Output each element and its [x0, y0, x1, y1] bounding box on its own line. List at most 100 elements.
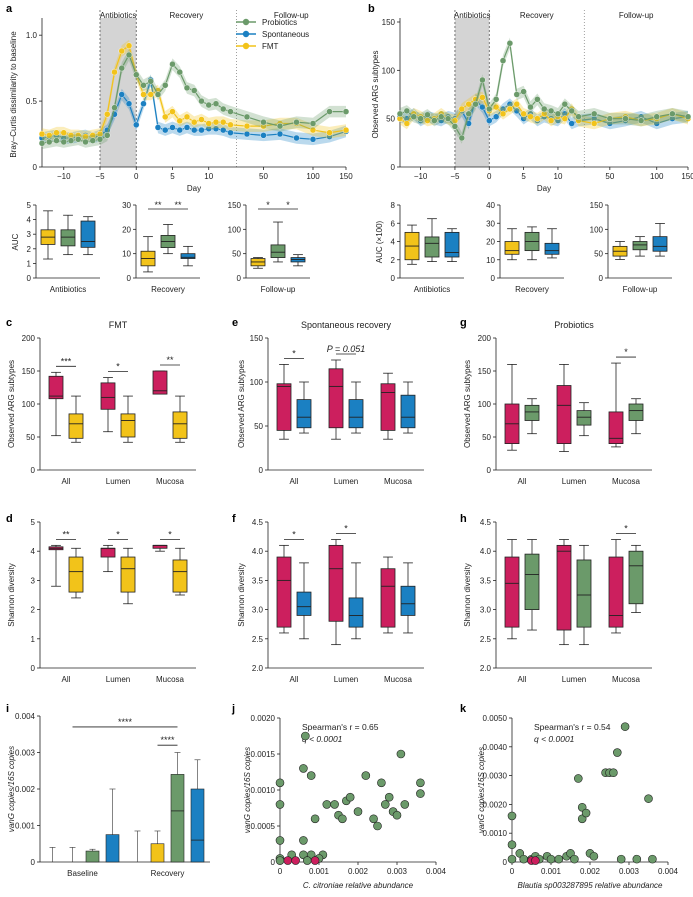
- point-probiotics: [275, 856, 285, 865]
- point-spontaneous: [198, 126, 205, 134]
- point-probiotics: [554, 110, 562, 118]
- point-probiotics: [198, 97, 205, 105]
- x-axis-title: Day: [187, 184, 201, 193]
- point-spontaneous: [227, 129, 234, 136]
- category-label: All: [518, 675, 527, 684]
- point-probiotics: [46, 138, 53, 146]
- x-tick-label: 0: [510, 867, 515, 876]
- point-probiotics: [507, 840, 517, 850]
- point-spontaneous: [260, 132, 267, 139]
- point-spontaneous: [243, 130, 251, 138]
- point-probiotics: [104, 132, 111, 139]
- y-tick-label: 50: [594, 250, 603, 259]
- x-tick-label: 0.004: [658, 867, 679, 876]
- y-axis-title: vanG copies/16S copies: [7, 746, 16, 832]
- x-tick-label: 0.003: [619, 867, 640, 876]
- y-tick-label: 0: [31, 664, 36, 673]
- y-tick-label: 4.5: [480, 518, 492, 527]
- point-probiotics: [581, 808, 591, 818]
- legend: Probiotics Spontaneous FMT: [236, 18, 309, 51]
- point-probiotics: [637, 117, 645, 124]
- y-tick-label: 150: [382, 18, 396, 27]
- x-axis-title: Blautia sp003287895 relative abundance: [517, 881, 663, 890]
- point-fmt: [162, 113, 169, 121]
- sig-star: **: [174, 200, 182, 210]
- q-value: q < 0.0001: [534, 734, 575, 744]
- y-axis-title: vanG copies/16S copies: [243, 747, 252, 833]
- box-control-box: [380, 568, 396, 628]
- box-spontaneous-box: [296, 399, 312, 429]
- point-spontaneous: [492, 113, 500, 120]
- point-probiotics: [380, 800, 390, 809]
- sig-label: **: [166, 355, 174, 365]
- y-tick-label: 0: [391, 274, 396, 283]
- panel-letter-j: j: [231, 703, 235, 715]
- category-label: All: [290, 675, 299, 684]
- point-fmt: [176, 117, 183, 125]
- point-spontaneous: [140, 100, 147, 107]
- sig-label: P = 0.051: [327, 344, 365, 354]
- point-probiotics: [212, 100, 220, 107]
- point-fmt: [46, 132, 53, 139]
- auc-fmt-box: [504, 241, 520, 255]
- y-tick-label: 0.003: [15, 749, 36, 758]
- point-probiotics: [75, 136, 82, 143]
- box-probiotics-box: [576, 559, 592, 628]
- y-tick-label: 50: [386, 115, 395, 124]
- sig-label: ***: [61, 356, 72, 366]
- panel-letter-e: e: [232, 317, 238, 329]
- panel-letter-h: h: [460, 513, 467, 525]
- category-label: Mucosa: [612, 675, 641, 684]
- panel-j: 0 0.0005 0.0010 0.0015 0.0020 0 0.001 0.002 0.00…: [243, 714, 447, 890]
- y-tick-label: 30: [122, 201, 131, 210]
- x-tick-label: 50: [259, 172, 268, 181]
- point-probiotics: [243, 113, 251, 121]
- antibiotics-shade: [454, 18, 490, 167]
- point-spontaneous: [309, 136, 317, 143]
- auc-spontaneous-box: [180, 253, 196, 259]
- group-label: Recovery: [151, 285, 185, 294]
- y-tick-label: 2.5: [252, 635, 264, 644]
- legend-label: Spontaneous: [262, 30, 309, 39]
- point-probiotics: [541, 105, 548, 113]
- x-tick-label: 0.003: [387, 867, 408, 876]
- point-probiotics: [322, 800, 332, 809]
- box-probiotics-box: [628, 550, 644, 605]
- y-tick-label: 0.0020: [251, 714, 276, 723]
- category-label: All: [290, 477, 299, 486]
- y-tick-label: 0: [491, 274, 496, 283]
- box-control-box: [276, 383, 292, 431]
- panel-letter-i: i: [6, 703, 9, 715]
- point-fmt: [125, 42, 133, 49]
- y-tick-label: 0.5: [26, 97, 38, 106]
- x-tick-label: −5: [95, 172, 105, 181]
- panel-b-insets: 0 2 4 6 8 Antibiotics 0 10 20 30 40 Recovery 0 50 100 1…: [375, 201, 672, 294]
- point-fmt: [205, 120, 212, 127]
- point-probiotics: [620, 722, 630, 731]
- panel-e: Spontaneous recovery 0 50 100 150 Observed AR…: [237, 320, 424, 486]
- point-fmt: [590, 120, 598, 127]
- panel-k: 0 0.0010 0.0020 0.0030 0.0040 0.0050 0 0.001 0.0…: [477, 714, 679, 890]
- x-tick-label: 0.001: [541, 867, 562, 876]
- y-tick-label: 4: [391, 238, 396, 247]
- y-tick-label: 100: [590, 225, 604, 234]
- point-spontaneous: [479, 103, 486, 111]
- y-tick-label: 3.0: [480, 606, 492, 615]
- auc-probiotics-box: [632, 241, 648, 251]
- y-tick-label: 0.0005: [251, 822, 276, 831]
- point-probiotics: [96, 136, 104, 143]
- y-tick-label: 6: [391, 219, 396, 228]
- y-tick-label: 2: [31, 606, 36, 615]
- y-tick-label: 3: [31, 576, 36, 585]
- y-tick-label: 200: [22, 334, 36, 343]
- y-tick-label: 150: [478, 367, 492, 376]
- point-spontaneous: [154, 124, 162, 131]
- box-control-box: [328, 544, 344, 622]
- panel-a: Antibiotics Recovery Follow-up 0 0.5 1.0 −10 −5…: [9, 10, 353, 193]
- legend-marker: [242, 30, 250, 38]
- point-probiotics: [306, 771, 316, 780]
- phase-label-follow-up: Follow-up: [619, 11, 654, 20]
- point-probiotics: [499, 57, 507, 64]
- point-probiotics: [546, 854, 556, 864]
- point-fmt: [191, 118, 198, 126]
